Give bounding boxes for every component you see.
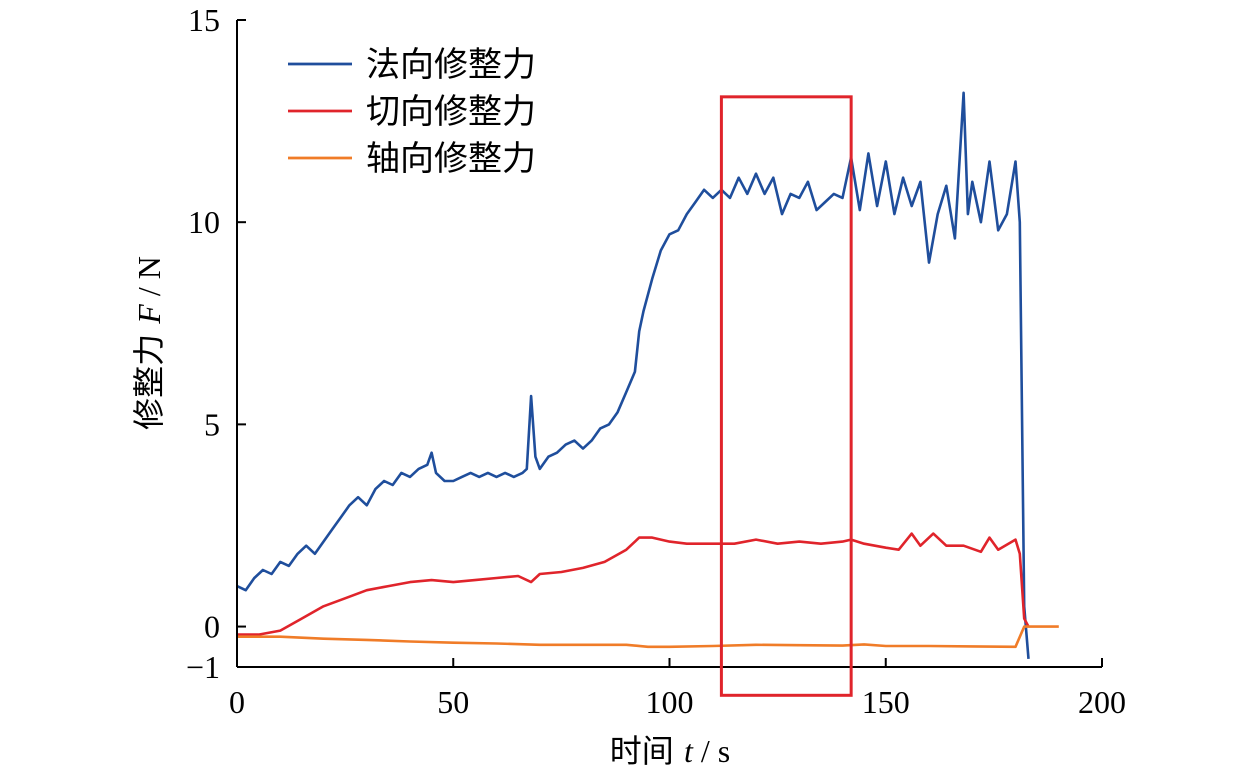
series-line-2 (237, 532, 1030, 636)
y-axis-title: 修整力 F / N (130, 256, 168, 430)
plot-area (236, 91, 1059, 660)
y-tick-label: 15 (188, 2, 220, 38)
highlight-rectangle (719, 95, 853, 697)
x-tick-label: 100 (646, 684, 694, 720)
legend-label: 轴向修整力 (366, 139, 536, 179)
x-tick-label: 150 (862, 684, 910, 720)
y-tick-label: 5 (204, 406, 220, 442)
y-tick-label: 10 (188, 204, 220, 240)
x-tick-label: 0 (229, 684, 245, 720)
series-line-1 (236, 91, 1030, 660)
x-axis-title: 时间 t / s (610, 732, 730, 770)
x-tick-label: 200 (1078, 684, 1126, 720)
y-tick-label: −1 (186, 649, 220, 685)
legend-label: 法向修整力 (366, 45, 536, 85)
x-tick-label: 50 (437, 684, 469, 720)
series-line-3 (237, 625, 1059, 649)
legend-label: 切向修整力 (366, 92, 536, 132)
y-tick-label: 0 (204, 609, 220, 645)
highlight-region (719, 95, 853, 697)
